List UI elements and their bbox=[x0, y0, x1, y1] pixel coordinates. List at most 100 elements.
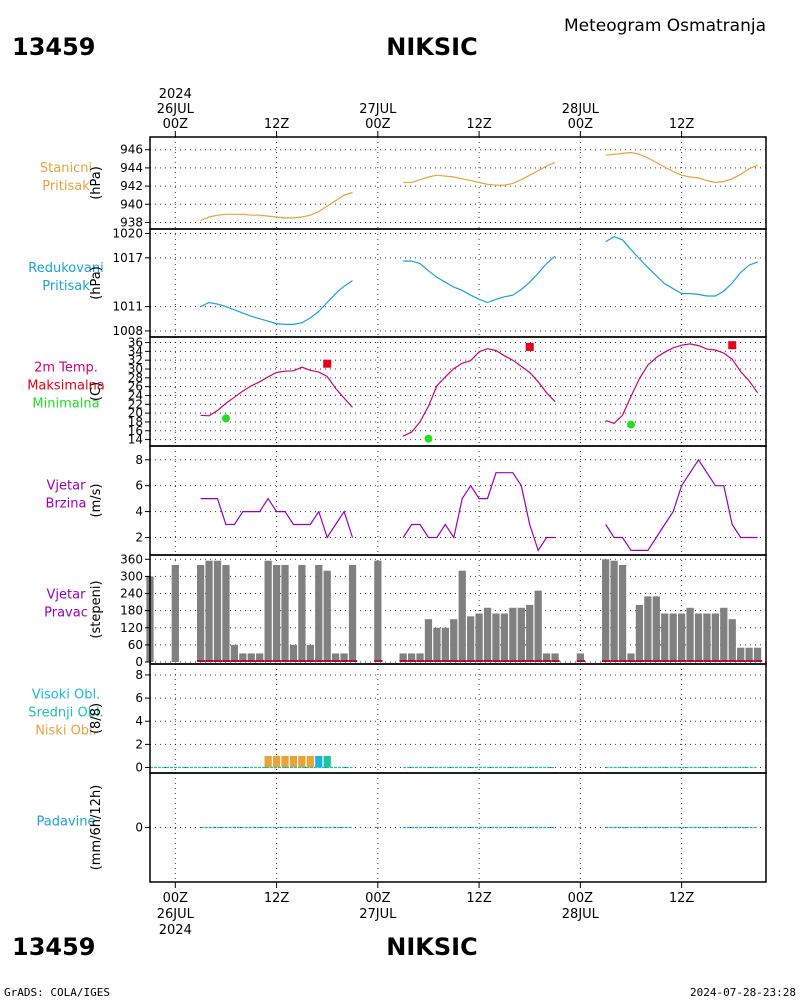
bar-wind_direction bbox=[500, 613, 509, 662]
bar-wind_direction bbox=[205, 560, 213, 662]
bar-wind_direction bbox=[483, 607, 492, 662]
bar-wind_direction bbox=[247, 653, 255, 662]
y-tick-label: 60 bbox=[128, 638, 143, 652]
bar-wind_direction bbox=[720, 607, 728, 662]
y-tick-label: 120 bbox=[120, 621, 143, 635]
date-label-bottom: 28JUL bbox=[562, 907, 600, 922]
y-tick-label: 360 bbox=[120, 552, 143, 566]
bar-wind_direction bbox=[424, 619, 433, 662]
panel-label: Brzina bbox=[46, 497, 87, 512]
bar-wind_direction bbox=[374, 560, 382, 662]
bar-wind_direction bbox=[171, 564, 179, 662]
date-label-top: 27JUL bbox=[359, 102, 397, 117]
y-tick-label: 4 bbox=[135, 714, 143, 728]
date-label-bottom: 2024 bbox=[159, 923, 192, 938]
y-tick-label: 20 bbox=[128, 406, 143, 420]
panel-label: Srednji Obl. bbox=[28, 706, 103, 721]
bar-clouds bbox=[264, 755, 272, 768]
time-tick-label-top: 00Z bbox=[163, 117, 189, 132]
y-tick-label: 32 bbox=[128, 353, 143, 367]
series-line-reduced_pressure bbox=[200, 280, 353, 325]
bar-wind_direction bbox=[340, 653, 348, 662]
panel-label: Maksimalna bbox=[27, 379, 105, 394]
bar-wind_direction bbox=[551, 653, 559, 662]
y-tick-label: 0 bbox=[135, 761, 143, 775]
bar-wind_direction bbox=[753, 647, 762, 662]
bar-wind_direction bbox=[239, 653, 247, 662]
frame-layer bbox=[145, 131, 767, 888]
y-tick-label: 26 bbox=[128, 380, 143, 394]
panel-label: Pravac bbox=[44, 606, 88, 621]
bar-clouds bbox=[298, 755, 306, 768]
bar-wind_direction bbox=[661, 613, 669, 662]
unit-label: (C) bbox=[89, 382, 104, 401]
bar-wind_direction bbox=[677, 613, 686, 662]
text-layer: 13459 NIKSIC Meteogram Osmatranja 13459 … bbox=[4, 16, 796, 999]
bar-wind_direction bbox=[450, 619, 458, 662]
series-line-station_pressure bbox=[403, 161, 556, 186]
bar-clouds bbox=[323, 755, 331, 768]
y-tick-label: 28 bbox=[128, 371, 143, 385]
y-tick-label: 4 bbox=[135, 505, 143, 519]
bar-wind_direction bbox=[407, 653, 416, 662]
time-tick-label-bottom: 00Z bbox=[365, 891, 391, 906]
y-tick-label: 24 bbox=[128, 388, 143, 402]
unit-label: (hPa) bbox=[89, 166, 104, 200]
bar-wind_direction bbox=[256, 653, 264, 662]
y-tick-label: 300 bbox=[120, 569, 143, 583]
bar-wind_direction bbox=[272, 564, 281, 662]
bar-wind_direction bbox=[542, 653, 551, 662]
panel-label: Vjetar bbox=[47, 588, 87, 603]
bar-wind_direction bbox=[475, 613, 483, 662]
time-tick-label-bottom: 00Z bbox=[568, 891, 594, 906]
bar-wind_direction bbox=[618, 564, 627, 662]
bar-wind_direction bbox=[289, 644, 298, 662]
time-tick-label-bottom: 12Z bbox=[466, 891, 492, 906]
bar-wind_direction bbox=[213, 560, 222, 662]
time-tick-label-top: 00Z bbox=[568, 117, 594, 132]
bar-wind_direction bbox=[627, 653, 635, 662]
bar-wind_direction bbox=[526, 604, 534, 662]
y-tick-label: 0 bbox=[135, 655, 143, 669]
tmax-marker bbox=[525, 342, 534, 351]
bar-clouds bbox=[272, 755, 281, 768]
bar-wind_direction bbox=[416, 653, 424, 662]
y-tick-label: 180 bbox=[120, 604, 143, 618]
bar-wind_direction bbox=[264, 560, 272, 662]
y-tick-label: 944 bbox=[120, 161, 143, 175]
panel-label: Padavine bbox=[37, 815, 96, 830]
date-label-top: 2024 bbox=[159, 87, 192, 102]
time-tick-label-bottom: 12Z bbox=[264, 891, 290, 906]
station-name-bottom: NIKSIC bbox=[386, 933, 477, 961]
series-line-temperature bbox=[402, 348, 556, 437]
panel-label: Vjetar bbox=[47, 479, 87, 494]
y-tick-label: 2 bbox=[135, 530, 143, 544]
product-title: Meteogram Osmatranja bbox=[564, 16, 766, 36]
station-id-top: 13459 bbox=[12, 33, 96, 61]
bar-wind_direction bbox=[669, 613, 677, 662]
tmax-marker bbox=[728, 341, 737, 350]
unit-label: (hPa) bbox=[89, 266, 104, 300]
bar-wind_direction bbox=[576, 653, 584, 662]
y-tick-label: 1017 bbox=[112, 251, 143, 265]
bar-wind_direction bbox=[737, 647, 745, 662]
series-line-temperature bbox=[605, 343, 759, 424]
tmin-marker bbox=[626, 420, 635, 429]
bar-wind_direction bbox=[644, 596, 652, 662]
bar-wind_direction bbox=[686, 607, 694, 662]
y-tick-label: 1020 bbox=[112, 226, 143, 240]
tmin-marker bbox=[424, 434, 433, 443]
y-tick-label: 946 bbox=[120, 143, 143, 157]
bar-wind_direction bbox=[745, 647, 753, 662]
series-line-temperature bbox=[200, 366, 353, 417]
date-label-top: 26JUL bbox=[157, 102, 195, 117]
bar-wind_direction bbox=[315, 564, 323, 662]
series-line-station_pressure bbox=[200, 191, 353, 222]
y-tick-label: 18 bbox=[128, 415, 143, 429]
unit-label: (m/s) bbox=[89, 484, 104, 518]
panel-label: Pritisak bbox=[42, 279, 90, 294]
series-line-wind_speed bbox=[200, 497, 354, 539]
unit-label: (stepeni) bbox=[89, 580, 104, 638]
panel-frame-precipitation bbox=[149, 772, 767, 883]
credit-text: GrADS: COLA/IGES bbox=[4, 986, 110, 999]
